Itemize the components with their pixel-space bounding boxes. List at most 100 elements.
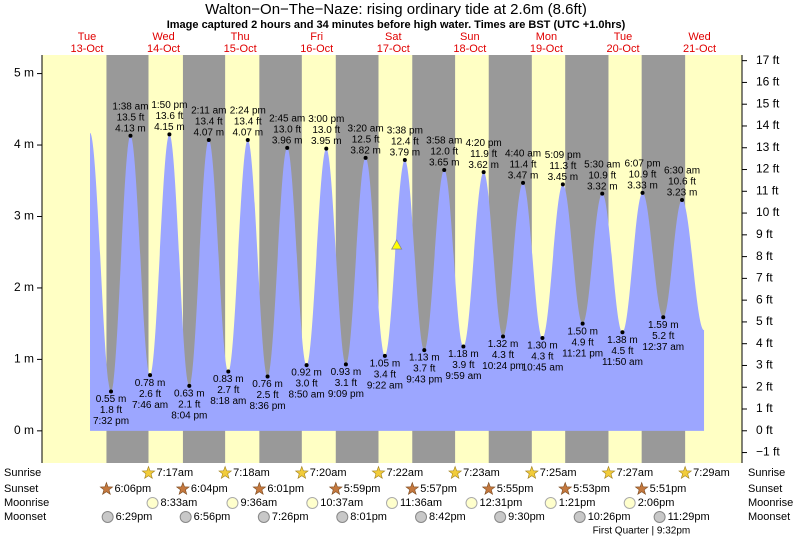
extreme-label: 11.3 ft xyxy=(549,161,576,172)
extreme-label: 8:18 am xyxy=(210,396,246,407)
extreme-label: 11:21 pm xyxy=(562,348,603,359)
extreme-dot xyxy=(640,190,645,195)
moonrise-label: 2:06pm xyxy=(638,497,675,509)
date-label: 20-Oct xyxy=(606,43,639,55)
extreme-dot xyxy=(265,374,270,379)
moonset-icon xyxy=(179,511,192,523)
moonset-label: 10:26pm xyxy=(588,511,631,523)
y2-tick-label: 16 ft xyxy=(756,75,780,89)
moonset-icon xyxy=(336,511,349,523)
moonrise-icon xyxy=(386,497,398,509)
y-tick-label: 4 m xyxy=(14,137,34,151)
extreme-label: 2.5 ft xyxy=(256,390,278,401)
extreme-label: 3.9 ft xyxy=(452,360,474,371)
extreme-label: 3.47 m xyxy=(508,171,539,182)
extreme-label: 1.59 m xyxy=(648,320,679,331)
moonset-label: 7:26pm xyxy=(272,511,309,523)
sunset-label: 5:51pm xyxy=(650,483,687,495)
extreme-label: 11.9 ft xyxy=(470,149,497,160)
extreme-label: 12.5 ft xyxy=(352,135,380,146)
current-marker xyxy=(391,239,403,250)
extreme-label: 4.13 m xyxy=(115,123,146,134)
extreme-label: 1.50 m xyxy=(567,326,598,337)
extreme-label: 3.95 m xyxy=(311,136,342,147)
extreme-label: 0.63 m xyxy=(174,388,205,399)
row-label: Moonset xyxy=(748,511,790,523)
extreme-label: 10.9 ft xyxy=(629,170,657,181)
extreme-dot xyxy=(343,362,348,367)
extreme-label: 4.3 ft xyxy=(531,352,553,363)
sunset-label: 6:01pm xyxy=(267,483,304,495)
extreme-label: 13.0 ft xyxy=(312,125,340,136)
extreme-label: 10:24 pm xyxy=(482,361,524,372)
sunrise-label: 7:17am xyxy=(156,467,193,479)
extreme-label: 7:46 am xyxy=(132,400,168,411)
sunset-icon xyxy=(405,481,420,496)
sunrise-icon xyxy=(678,465,693,480)
row-label: Moonset xyxy=(4,511,46,523)
sunrise-icon xyxy=(448,465,463,480)
extreme-label: 12:37 am xyxy=(642,342,684,353)
moonrise-icon xyxy=(623,497,636,509)
moonrise-icon xyxy=(226,497,239,509)
row-label: Moonrise xyxy=(748,497,793,509)
sunrise-label: 7:22am xyxy=(387,467,424,479)
date-label: 21-Oct xyxy=(683,43,716,55)
extreme-dot xyxy=(661,315,666,320)
date-label: 13-Oct xyxy=(70,43,103,55)
extreme-label: 2.7 ft xyxy=(217,385,239,396)
extreme-label: 4:20 pm xyxy=(466,138,502,149)
extreme-label: 5:30 am xyxy=(584,159,620,170)
extreme-label: 1:38 am xyxy=(112,101,148,112)
extreme-label: 3.1 ft xyxy=(335,378,357,389)
extreme-label: 9:43 pm xyxy=(406,375,442,386)
extreme-label: 13.6 ft xyxy=(155,111,183,122)
extreme-label: 5.2 ft xyxy=(652,331,674,342)
moon-phase-label: First Quarter | 9:32pm xyxy=(593,526,691,537)
row-label: Sunset xyxy=(748,483,782,495)
sunrise-label: 7:25am xyxy=(540,467,577,479)
sunset-label: 5:55pm xyxy=(497,483,534,495)
sunrise-icon xyxy=(218,465,233,480)
y2-tick-label: 6 ft xyxy=(756,292,773,306)
row-label: Sunrise xyxy=(748,467,785,479)
extreme-label: 3.79 m xyxy=(390,148,421,159)
sunrise-label: 7:29am xyxy=(693,467,730,479)
extreme-dot xyxy=(620,330,625,335)
sunset-label: 5:59pm xyxy=(344,483,381,495)
sunset-label: 5:57pm xyxy=(420,483,457,495)
y2-tick-label: 5 ft xyxy=(756,314,773,328)
extreme-label: 3.82 m xyxy=(350,146,381,157)
moonrise-label: 10:37am xyxy=(320,497,363,509)
extreme-label: 6:30 am xyxy=(664,166,700,177)
extreme-label: 1.38 m xyxy=(607,335,638,346)
sunrise-icon xyxy=(524,465,539,480)
extreme-label: 4.3 ft xyxy=(492,350,514,361)
extreme-label: 4.15 m xyxy=(154,122,185,133)
extreme-label: 5:09 pm xyxy=(545,150,581,161)
extreme-label: 2.1 ft xyxy=(178,399,200,410)
y2-tick-label: 7 ft xyxy=(756,271,773,285)
day-label: Wed xyxy=(688,31,710,43)
sunset-icon xyxy=(99,481,114,496)
extreme-label: 1.32 m xyxy=(488,339,519,350)
extreme-label: 10.9 ft xyxy=(588,170,616,181)
tide-area xyxy=(90,132,705,431)
moonset-label: 8:42pm xyxy=(429,511,466,523)
extreme-dot xyxy=(442,168,447,173)
sunrise-label: 7:20am xyxy=(310,467,347,479)
sunrise-icon xyxy=(294,465,309,480)
extreme-label: 3.62 m xyxy=(468,160,499,171)
extreme-label: 3.45 m xyxy=(548,172,579,183)
extreme-label: 4.07 m xyxy=(194,128,225,139)
y2-tick-label: 12 ft xyxy=(756,162,780,176)
extreme-dot xyxy=(521,180,526,185)
date-label: 14-Oct xyxy=(147,43,180,55)
moonset-icon xyxy=(101,511,114,523)
day-label: Sat xyxy=(385,31,402,43)
day-label: Tue xyxy=(78,31,97,43)
extreme-dot xyxy=(540,335,545,340)
extreme-label: 3:58 am xyxy=(426,136,462,147)
date-label: 19-Oct xyxy=(530,43,563,55)
